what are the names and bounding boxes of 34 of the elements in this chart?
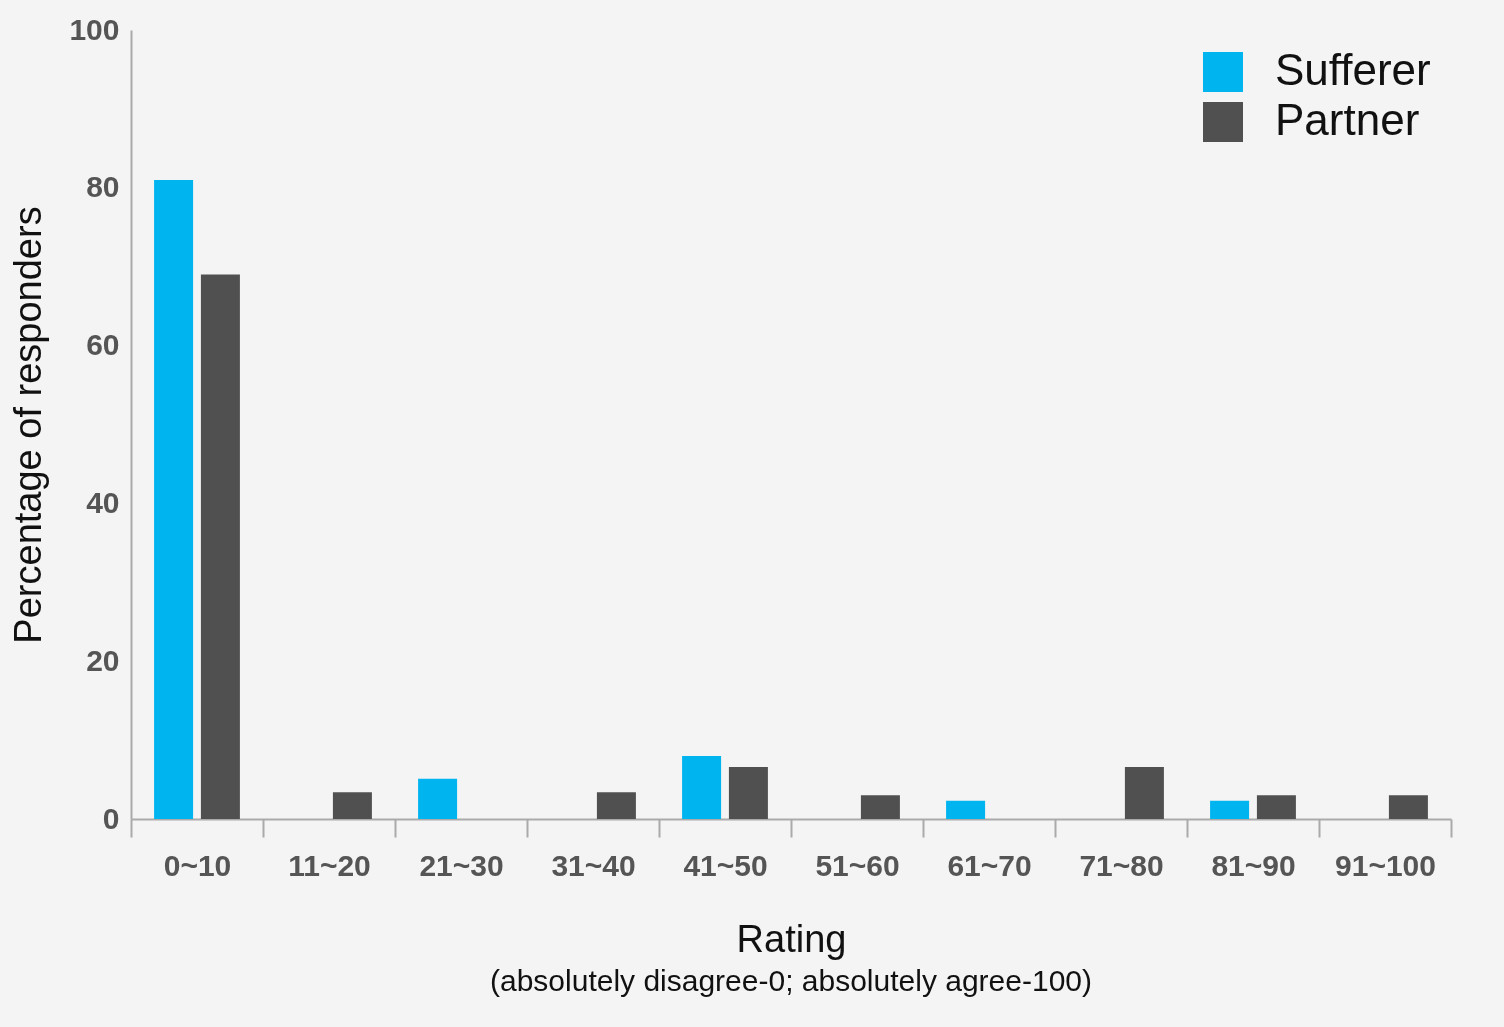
x-tick-label: 61~70 [947,848,1032,882]
y-tick-label: 60 [86,328,120,362]
x-tick-label: 71~80 [1079,848,1164,882]
x-axis-title: Rating [736,917,847,960]
bar [1124,766,1164,819]
x-tick-label: 51~60 [815,848,900,882]
x-tick-label: 41~50 [683,848,768,882]
bar [682,755,722,819]
bar [332,792,372,819]
bar [946,800,986,819]
bar [728,766,768,819]
bar [200,274,240,819]
x-tick-label: 81~90 [1211,848,1296,882]
y-axis-title: Percentage of responders [7,206,50,644]
legend-label: Partner [1275,95,1420,144]
bar [1210,800,1250,819]
x-tick-label: 91~100 [1335,848,1436,882]
bar [596,792,636,819]
bar [154,179,194,819]
y-tick-label: 80 [86,170,120,204]
y-tick-label: 0 [102,801,120,835]
legend-label: Sufferer [1275,45,1431,94]
y-tick-label: 100 [69,12,120,46]
x-tick-label: 0~10 [163,848,232,882]
x-tick-label: 31~40 [551,848,636,882]
y-tick-label: 20 [86,643,120,677]
bar [1256,795,1296,819]
bar [860,795,900,819]
x-tick-label: 11~20 [288,848,371,882]
bar [1388,795,1428,819]
bar [418,778,458,819]
x-tick-label: 21~30 [419,848,504,882]
y-tick-label: 40 [86,485,120,519]
text: (absolutely disagree-0; absolutely agree-100) [489,964,1093,997]
